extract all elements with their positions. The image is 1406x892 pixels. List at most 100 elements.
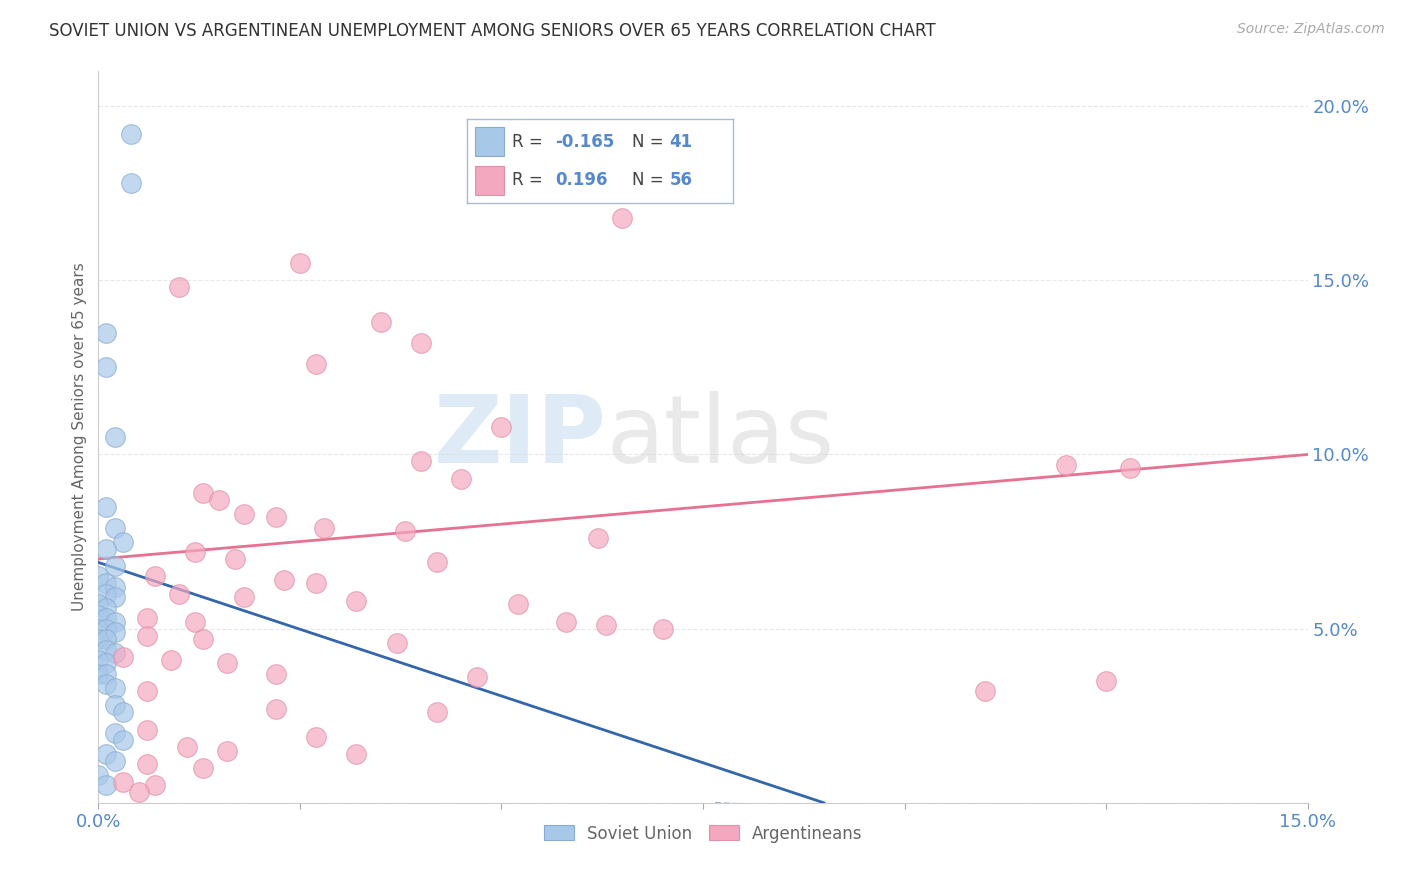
Point (96, 500, 118, 514)
Point (111, 649, 134, 664)
Point (96, 657, 118, 671)
Point (426, 705, 449, 719)
Point (193, 485, 215, 500)
Point (491, 419, 513, 434)
Point (370, 315, 392, 329)
Point (1054, 458, 1077, 472)
Point (103, 521, 125, 535)
Point (103, 698, 125, 713)
Point (232, 591, 254, 605)
Point (1095, 673, 1118, 688)
Point (96, 576, 118, 591)
Point (555, 615, 578, 629)
Point (160, 653, 183, 667)
Point (305, 357, 328, 371)
Point (87, 768, 110, 782)
Point (184, 545, 207, 559)
Point (506, 597, 529, 611)
Point (344, 747, 367, 761)
Point (217, 657, 239, 671)
Point (103, 591, 125, 605)
Point (87, 667, 110, 681)
Point (111, 705, 134, 719)
Text: Source: ZipAtlas.com: Source: ZipAtlas.com (1237, 22, 1385, 37)
Point (103, 754, 125, 768)
Point (217, 743, 239, 757)
Point (96, 360, 118, 375)
Point (96, 326, 118, 340)
Point (135, 723, 157, 737)
Y-axis label: Unemployment Among Seniors over 65 years: Unemployment Among Seniors over 65 years (72, 263, 87, 611)
Point (264, 667, 287, 681)
Point (128, 785, 150, 799)
Point (103, 726, 125, 740)
Point (314, 521, 336, 535)
Point (96, 642, 118, 657)
Point (103, 615, 125, 629)
Point (595, 618, 617, 632)
Point (974, 684, 997, 698)
Point (96, 611, 118, 625)
Point (224, 552, 246, 566)
Point (426, 556, 449, 570)
Point (120, 127, 142, 141)
Point (87, 653, 110, 667)
Point (1119, 461, 1142, 475)
Point (103, 558, 125, 573)
Point (193, 632, 215, 646)
Point (87, 569, 110, 583)
Point (96, 677, 118, 691)
Point (143, 778, 166, 792)
Point (103, 580, 125, 594)
Point (288, 256, 311, 270)
Point (96, 632, 118, 646)
Point (305, 730, 328, 744)
Point (167, 587, 190, 601)
Point (184, 615, 207, 629)
Text: ZIP: ZIP (433, 391, 606, 483)
Point (264, 702, 287, 716)
Point (586, 531, 609, 545)
Point (87, 607, 110, 622)
Point (273, 573, 295, 587)
Point (96, 541, 118, 556)
Point (111, 733, 134, 747)
Point (612, 211, 634, 225)
Point (96, 667, 118, 681)
Point (409, 454, 432, 468)
Point (103, 430, 125, 444)
Point (450, 472, 472, 486)
Point (103, 681, 125, 695)
Point (135, 629, 157, 643)
Point (232, 507, 254, 521)
Point (176, 740, 198, 755)
Point (344, 594, 367, 608)
Point (385, 635, 408, 649)
Point (305, 576, 328, 591)
Point (143, 569, 166, 583)
Point (96, 622, 118, 636)
Point (103, 646, 125, 660)
Point (208, 492, 231, 507)
Legend: Soviet Union, Argentineans: Soviet Union, Argentineans (537, 818, 869, 849)
Point (96, 778, 118, 792)
Point (193, 761, 215, 775)
Point (111, 534, 134, 549)
Text: SOVIET UNION VS ARGENTINEAN UNEMPLOYMENT AMONG SENIORS OVER 65 YEARS CORRELATION: SOVIET UNION VS ARGENTINEAN UNEMPLOYMENT… (49, 22, 936, 40)
Point (135, 684, 157, 698)
Point (465, 670, 488, 684)
Point (135, 757, 157, 772)
Point (264, 510, 287, 524)
Point (409, 336, 432, 351)
Point (135, 611, 157, 625)
Point (96, 587, 118, 601)
Point (120, 176, 142, 190)
Point (87, 597, 110, 611)
Point (111, 775, 134, 789)
Point (96, 747, 118, 761)
Point (651, 622, 673, 636)
Point (87, 632, 110, 646)
Point (103, 625, 125, 640)
Point (96, 600, 118, 615)
Point (394, 524, 416, 538)
